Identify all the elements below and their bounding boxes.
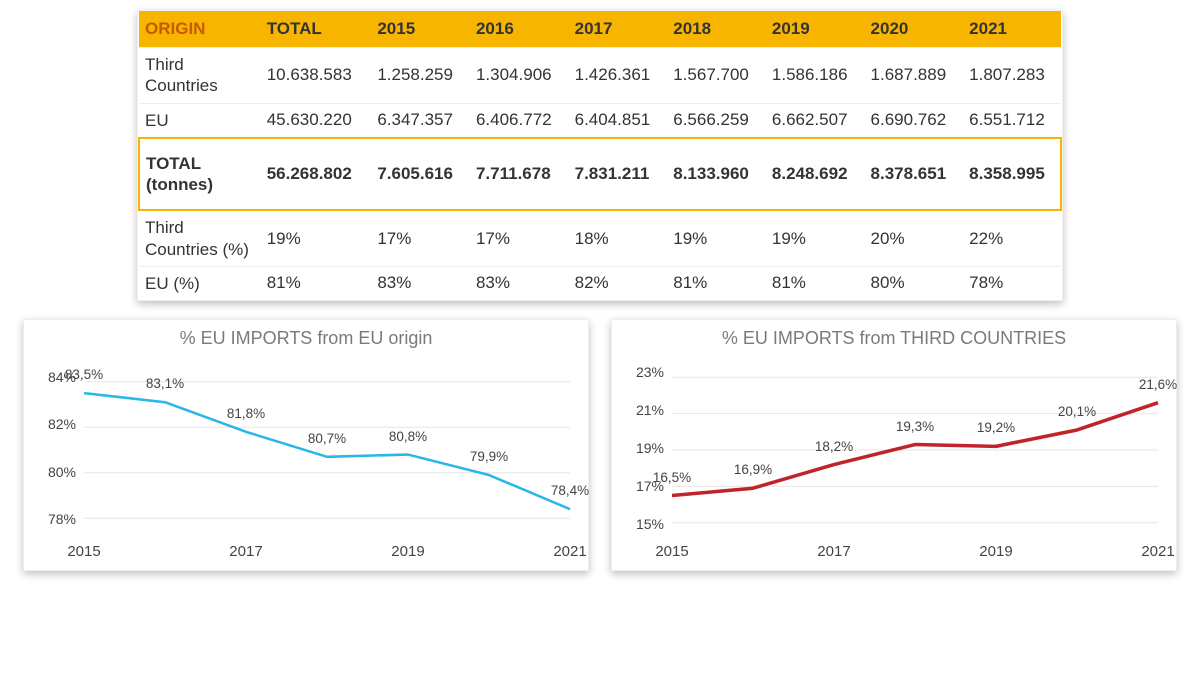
table-cell: 6.551.712 (963, 103, 1061, 138)
table-cell: 17% (371, 210, 470, 266)
table-cell: 1.426.361 (569, 48, 668, 104)
table-cell: 20% (865, 210, 964, 266)
table-header-cell: 2019 (766, 11, 865, 48)
data-label: 16,9% (734, 462, 772, 477)
table-cell: 8.358.995 (963, 138, 1061, 211)
data-table: ORIGINTOTAL2015201620172018201920202021 … (138, 11, 1062, 300)
table-cell: 8.248.692 (766, 138, 865, 211)
data-label: 80,7% (308, 431, 346, 446)
table-cell: 1.304.906 (470, 48, 569, 104)
table-header-cell: 2015 (371, 11, 470, 48)
row-label: EU (139, 103, 261, 138)
data-label: 18,2% (815, 439, 853, 454)
data-label: 83,5% (65, 367, 103, 382)
chart-area: 78%80%82%84% 83,5%83,1%81,8%80,7%80,8%79… (34, 353, 578, 563)
x-tick-label: 2019 (391, 543, 424, 560)
table-cell: 6.347.357 (371, 103, 470, 138)
row-label: Third Countries (%) (139, 210, 261, 266)
table-header-cell: 2018 (667, 11, 766, 48)
table-header-row: ORIGINTOTAL2015201620172018201920202021 (139, 11, 1061, 48)
data-table-panel: ORIGINTOTAL2015201620172018201920202021 … (137, 10, 1063, 301)
table-cell: 1.807.283 (963, 48, 1061, 104)
table-row: Third Countries10.638.5831.258.2591.304.… (139, 48, 1061, 104)
table-cell: 7.711.678 (470, 138, 569, 211)
table-cell: 78% (963, 266, 1061, 300)
table-cell: 6.662.507 (766, 103, 865, 138)
table-cell: 1.258.259 (371, 48, 470, 104)
table-row: Third Countries (%)19%17%17%18%19%19%20%… (139, 210, 1061, 266)
data-label: 81,8% (227, 406, 265, 421)
table-cell: 22% (963, 210, 1061, 266)
table-cell: 83% (470, 266, 569, 300)
table-header-cell: 2020 (865, 11, 964, 48)
table-cell: 6.566.259 (667, 103, 766, 138)
table-cell: 19% (667, 210, 766, 266)
data-label: 19,3% (896, 419, 934, 434)
chart-area: 15%17%19%21%23% 16,5%16,9%18,2%19,3%19,2… (622, 353, 1166, 563)
x-tick-label: 2017 (817, 543, 850, 560)
table-cell: 1.687.889 (865, 48, 964, 104)
x-tick-label: 2021 (1141, 543, 1174, 560)
data-label: 83,1% (146, 376, 184, 391)
table-cell: 7.605.616 (371, 138, 470, 211)
table-cell: 82% (569, 266, 668, 300)
chart-title: % EU IMPORTS from THIRD COUNTRIES (622, 328, 1166, 349)
table-cell: 81% (261, 266, 372, 300)
table-cell: 80% (865, 266, 964, 300)
data-label: 16,5% (653, 470, 691, 485)
table-cell: 19% (261, 210, 372, 266)
row-label: TOTAL (tonnes) (139, 138, 261, 211)
table-row: TOTAL (tonnes)56.268.8027.605.6167.711.6… (139, 138, 1061, 211)
table-cell: 10.638.583 (261, 48, 372, 104)
data-label: 79,9% (470, 449, 508, 464)
table-cell: 1.586.186 (766, 48, 865, 104)
table-header-cell: ORIGIN (139, 11, 261, 48)
table-header-cell: 2016 (470, 11, 569, 48)
table-cell: 17% (470, 210, 569, 266)
table-row: EU (%)81%83%83%82%81%81%80%78% (139, 266, 1061, 300)
table-row: EU45.630.2206.347.3576.406.7726.404.8516… (139, 103, 1061, 138)
table-cell: 18% (569, 210, 668, 266)
y-tick-label: 23% (636, 364, 664, 380)
y-tick-label: 78% (48, 511, 76, 527)
chart-eu-origin: % EU IMPORTS from EU origin 78%80%82%84%… (23, 319, 589, 571)
table-cell: 8.133.960 (667, 138, 766, 211)
table-cell: 83% (371, 266, 470, 300)
row-label: Third Countries (139, 48, 261, 104)
x-tick-label: 2015 (67, 543, 100, 560)
x-tick-label: 2021 (553, 543, 586, 560)
chart-title: % EU IMPORTS from EU origin (34, 328, 578, 349)
x-tick-label: 2015 (655, 543, 688, 560)
table-cell: 7.831.211 (569, 138, 668, 211)
y-tick-label: 21% (636, 402, 664, 418)
table-cell: 6.406.772 (470, 103, 569, 138)
table-cell: 81% (766, 266, 865, 300)
table-cell: 19% (766, 210, 865, 266)
table-cell: 6.690.762 (865, 103, 964, 138)
y-tick-label: 80% (48, 464, 76, 480)
table-cell: 1.567.700 (667, 48, 766, 104)
x-tick-label: 2017 (229, 543, 262, 560)
data-label: 78,4% (551, 483, 589, 498)
table-header-cell: 2017 (569, 11, 668, 48)
table-cell: 45.630.220 (261, 103, 372, 138)
table-cell: 56.268.802 (261, 138, 372, 211)
table-cell: 8.378.651 (865, 138, 964, 211)
row-label: EU (%) (139, 266, 261, 300)
data-label: 21,6% (1139, 377, 1177, 392)
y-tick-label: 15% (636, 516, 664, 532)
table-body: Third Countries10.638.5831.258.2591.304.… (139, 48, 1061, 301)
y-tick-label: 19% (636, 440, 664, 456)
table-header-cell: 2021 (963, 11, 1061, 48)
table-cell: 6.404.851 (569, 103, 668, 138)
data-label: 19,2% (977, 420, 1015, 435)
x-tick-label: 2019 (979, 543, 1012, 560)
data-label: 20,1% (1058, 404, 1096, 419)
y-tick-label: 82% (48, 416, 76, 432)
chart-third-countries: % EU IMPORTS from THIRD COUNTRIES 15%17%… (611, 319, 1177, 571)
table-header-cell: TOTAL (261, 11, 372, 48)
charts-row: % EU IMPORTS from EU origin 78%80%82%84%… (20, 319, 1180, 571)
table-cell: 81% (667, 266, 766, 300)
data-label: 80,8% (389, 429, 427, 444)
